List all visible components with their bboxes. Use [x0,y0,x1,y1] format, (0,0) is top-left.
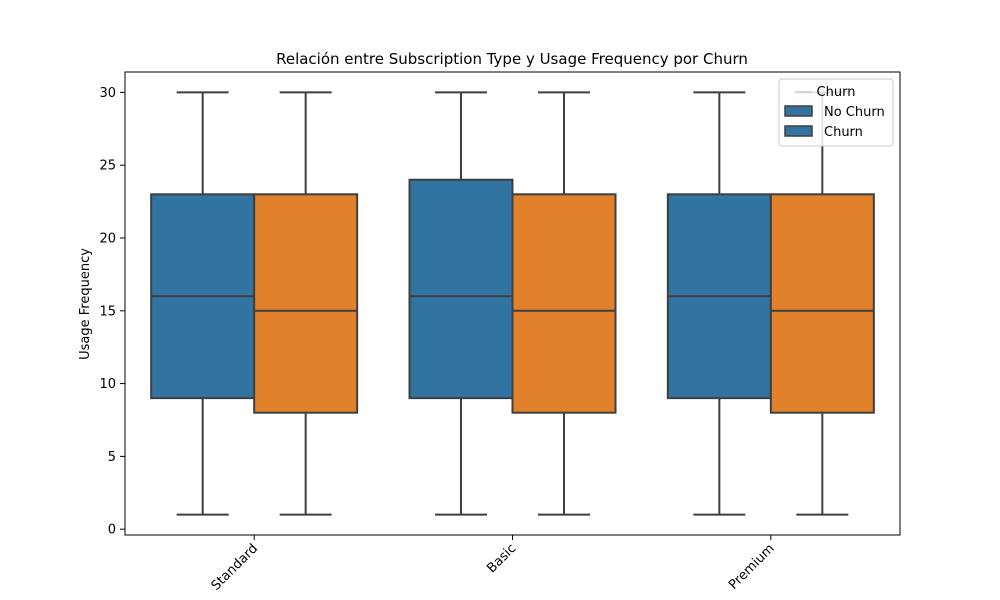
x-tick-label: Standard [209,541,261,593]
no_churn-box-1 [408,91,514,516]
legend-swatch [784,105,813,117]
chart-title: Relación entre Subscription Type y Usage… [276,50,748,68]
legend-swatch [784,125,813,137]
no_churn-box-0 [150,91,256,516]
churn-box-2 [769,91,875,516]
churn-box-1 [511,91,617,516]
y-tick-label: 20 [99,231,116,246]
y-tick-label: 30 [99,86,116,101]
legend: Churn No Churn Churn [778,78,894,147]
iqr-box [511,193,617,414]
plot-area: 0 5 10 15 20 25 30 Standard Basic Premium [99,71,901,594]
legend-title: Churn [817,85,856,100]
churn-box-0 [253,91,359,516]
x-tick-label: Premium [726,541,778,593]
y-tick-label: 15 [99,304,116,319]
legend-entry-label: Churn [824,125,863,140]
y-tick-label: 5 [108,450,116,465]
y-axis-label: Usage Frequency [78,248,93,360]
axes-frame [124,71,901,536]
iqr-box [408,178,514,400]
no_churn-box-2 [666,91,772,516]
y-tick-label: 25 [99,159,116,174]
y-tick-label: 0 [108,523,116,538]
legend-entry-label: No Churn [824,105,885,120]
iqr-box [253,193,359,414]
iqr-box [769,193,875,414]
y-tick-label: 10 [99,377,116,392]
x-tick-label: Basic [484,541,519,576]
